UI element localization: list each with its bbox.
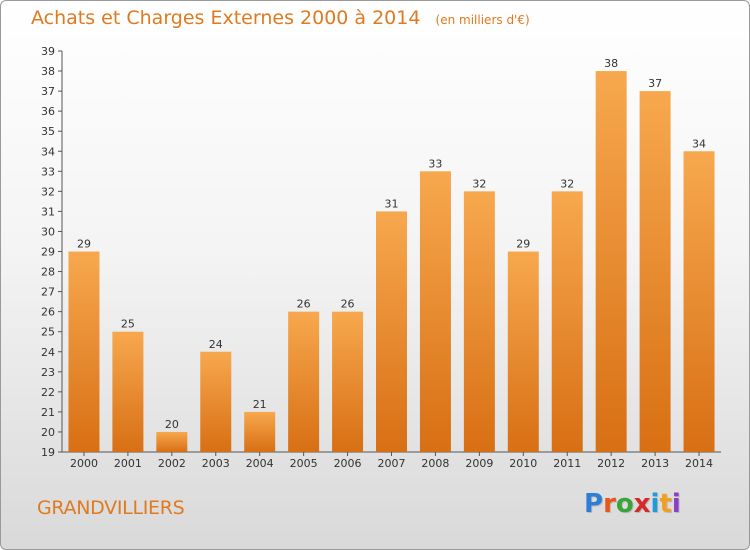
y-tick-label: 38 <box>41 65 55 78</box>
data-label: 20 <box>165 418 179 431</box>
y-tick-label: 34 <box>41 145 55 158</box>
data-label: 33 <box>428 157 442 170</box>
bar-2001 <box>112 331 144 452</box>
x-tick-label: 2000 <box>70 457 98 470</box>
x-tick-label: 2007 <box>378 457 406 470</box>
y-tick-label: 24 <box>41 346 55 359</box>
data-label: 21 <box>253 398 267 411</box>
y-tick-label: 35 <box>41 125 55 138</box>
logo-letter: x <box>633 489 651 519</box>
data-label: 37 <box>648 77 662 90</box>
data-label: 26 <box>341 298 355 311</box>
data-label: 24 <box>209 338 223 351</box>
logo-letter: r <box>603 489 616 519</box>
y-tick-label: 32 <box>41 185 55 198</box>
bar-2003 <box>200 351 232 452</box>
chart-labels: 2000 29 2001 25 2002 20 2003 24 2004 21 2005 26 2006… <box>70 57 713 470</box>
y-tick-label: 29 <box>41 246 55 259</box>
bar-2014 <box>683 151 715 452</box>
data-label: 34 <box>692 137 706 150</box>
x-tick-label: 2002 <box>158 457 186 470</box>
data-label: 29 <box>516 238 530 251</box>
logo-letter: P <box>584 489 604 519</box>
y-tick-label: 19 <box>41 446 55 459</box>
title-row: Achats et Charges Externes 2000 à 2014 (… <box>31 7 530 29</box>
bar-2013 <box>639 91 671 452</box>
x-tick-label: 2009 <box>465 457 493 470</box>
y-tick-label: 21 <box>41 406 55 419</box>
chart-unit: (en milliers d'€) <box>435 13 530 27</box>
bar-2010 <box>507 251 539 452</box>
x-tick-label: 2004 <box>246 457 274 470</box>
y-tick-label: 23 <box>41 366 55 379</box>
bar-2007 <box>376 211 407 452</box>
y-tick-label: 22 <box>41 386 55 399</box>
x-tick-label: 2010 <box>509 457 537 470</box>
y-tick-label: 39 <box>41 45 55 58</box>
x-tick-label: 2013 <box>641 457 669 470</box>
y-tick-label: 33 <box>41 165 55 178</box>
bar-2004 <box>244 411 276 452</box>
y-tick-label: 30 <box>41 225 55 238</box>
x-tick-label: 2003 <box>202 457 230 470</box>
data-label: 32 <box>472 177 486 190</box>
data-label: 38 <box>604 57 618 70</box>
x-tick-label: 2005 <box>290 457 318 470</box>
bar-2005 <box>288 311 320 452</box>
proxiti-logo[interactable]: Proxiti <box>584 489 681 519</box>
data-label: 32 <box>560 177 574 190</box>
x-tick-label: 2014 <box>685 457 713 470</box>
logo-letter: i <box>650 489 660 519</box>
x-tick-label: 2006 <box>334 457 362 470</box>
y-tick-label: 27 <box>41 286 55 299</box>
y-tick-label: 28 <box>41 266 55 279</box>
data-label: 26 <box>297 298 311 311</box>
x-tick-label: 2001 <box>114 457 142 470</box>
logo-letter: t <box>659 489 672 519</box>
chart-bars <box>68 71 715 453</box>
x-tick-label: 2011 <box>553 457 581 470</box>
logo-letter: i <box>671 489 681 519</box>
bar-2011 <box>551 191 583 452</box>
x-tick-label: 2012 <box>597 457 625 470</box>
y-tick-label: 26 <box>41 306 55 319</box>
y-tick-label: 36 <box>41 105 55 118</box>
chart-title: Achats et Charges Externes 2000 à 2014 <box>31 7 421 29</box>
y-tick-label: 37 <box>41 85 55 98</box>
bar-2012 <box>595 71 627 453</box>
y-tick-label: 31 <box>41 205 55 218</box>
y-tick-label: 20 <box>41 426 55 439</box>
y-tick-label: 25 <box>41 326 55 339</box>
bar-2006 <box>332 311 364 452</box>
data-label: 31 <box>385 197 399 210</box>
data-label: 25 <box>121 318 135 331</box>
data-label: 29 <box>77 238 91 251</box>
logo-letter: o <box>615 489 634 519</box>
bar-2008 <box>419 171 451 453</box>
x-tick-label: 2008 <box>421 457 449 470</box>
bar-2009 <box>463 191 495 452</box>
bar-2000 <box>68 251 100 452</box>
commune-name: GRANDVILLIERS <box>37 497 185 519</box>
bar-2002 <box>156 431 188 452</box>
